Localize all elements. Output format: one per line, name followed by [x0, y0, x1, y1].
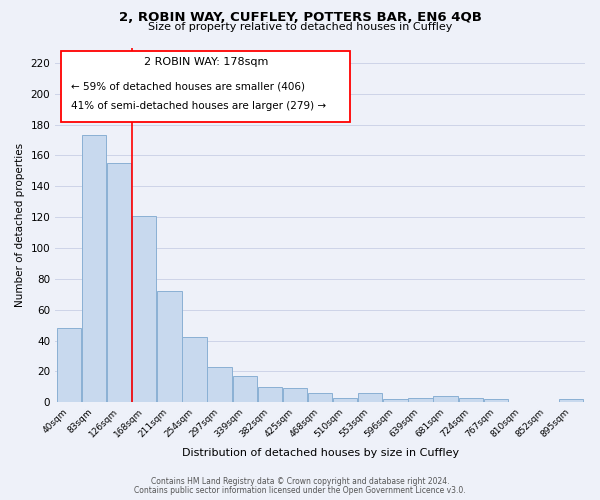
X-axis label: Distribution of detached houses by size in Cuffley: Distribution of detached houses by size … — [182, 448, 458, 458]
Bar — [458, 398, 483, 402]
Text: Size of property relative to detached houses in Cuffley: Size of property relative to detached ho… — [148, 22, 452, 32]
Bar — [559, 399, 583, 402]
Bar — [409, 398, 433, 402]
Text: 2 ROBIN WAY: 178sqm: 2 ROBIN WAY: 178sqm — [143, 57, 268, 67]
Bar — [257, 387, 282, 402]
Bar — [358, 393, 382, 402]
Bar — [157, 291, 182, 402]
Bar — [308, 393, 332, 402]
Y-axis label: Number of detached properties: Number of detached properties — [15, 143, 25, 307]
Bar — [182, 338, 207, 402]
Text: ← 59% of detached houses are smaller (406): ← 59% of detached houses are smaller (40… — [71, 82, 305, 92]
Text: 41% of semi-detached houses are larger (279) →: 41% of semi-detached houses are larger (… — [71, 102, 326, 112]
Bar — [107, 163, 131, 402]
Bar — [433, 396, 458, 402]
Bar — [233, 376, 257, 402]
FancyBboxPatch shape — [61, 50, 350, 122]
Bar — [82, 136, 106, 402]
Text: 2, ROBIN WAY, CUFFLEY, POTTERS BAR, EN6 4QB: 2, ROBIN WAY, CUFFLEY, POTTERS BAR, EN6 … — [119, 11, 481, 24]
Text: Contains HM Land Registry data © Crown copyright and database right 2024.: Contains HM Land Registry data © Crown c… — [151, 477, 449, 486]
Bar — [383, 399, 407, 402]
Bar — [333, 398, 358, 402]
Text: Contains public sector information licensed under the Open Government Licence v3: Contains public sector information licen… — [134, 486, 466, 495]
Bar — [132, 216, 157, 402]
Bar — [484, 399, 508, 402]
Bar — [57, 328, 81, 402]
Bar — [208, 366, 232, 402]
Bar — [283, 388, 307, 402]
